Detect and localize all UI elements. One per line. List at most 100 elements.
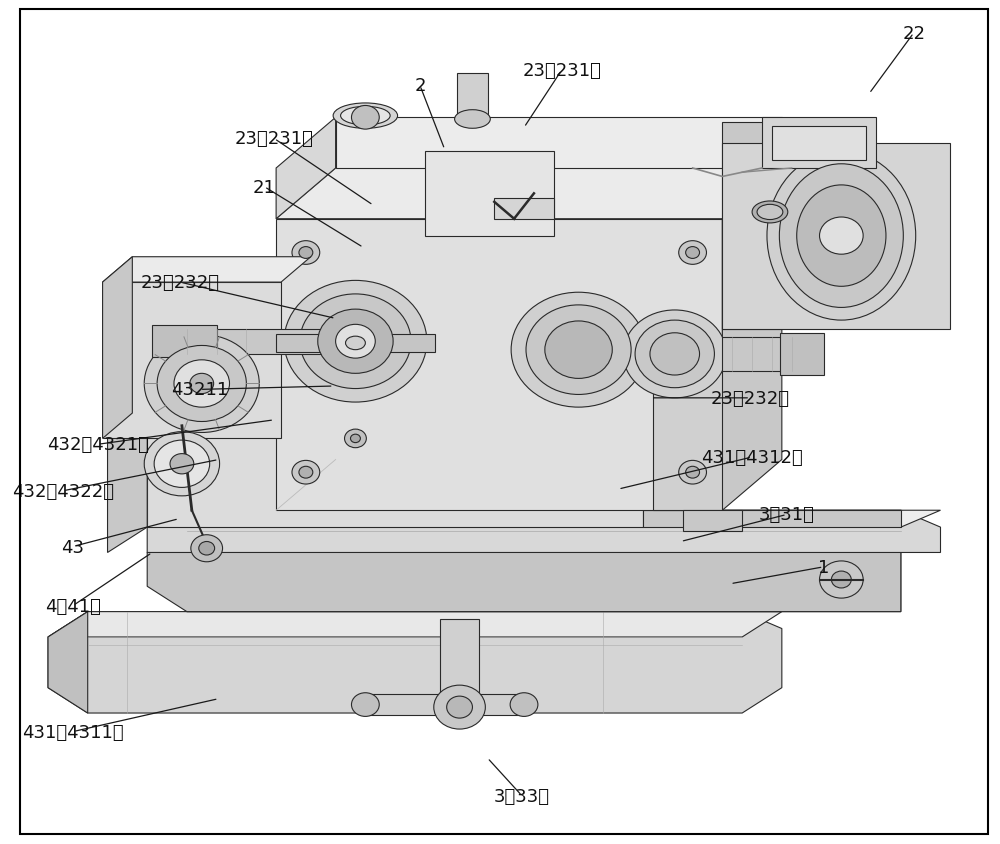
Circle shape <box>820 561 863 598</box>
Circle shape <box>510 693 538 717</box>
Circle shape <box>526 306 631 395</box>
Circle shape <box>686 247 700 259</box>
Text: 23（232）: 23（232） <box>140 273 219 292</box>
Circle shape <box>831 571 851 588</box>
Circle shape <box>686 467 700 479</box>
Circle shape <box>191 535 223 562</box>
Circle shape <box>292 461 320 484</box>
Text: 21: 21 <box>253 178 276 197</box>
Circle shape <box>345 311 366 330</box>
Circle shape <box>157 346 246 422</box>
Circle shape <box>144 432 220 496</box>
Text: 3（33）: 3（33） <box>494 787 550 805</box>
Polygon shape <box>653 371 722 511</box>
Bar <box>772 127 866 160</box>
Circle shape <box>144 335 259 433</box>
Text: 23（231）: 23（231） <box>235 130 314 149</box>
Bar <box>152 326 217 358</box>
Bar <box>780 333 824 376</box>
Ellipse shape <box>341 333 370 354</box>
Text: 2: 2 <box>414 77 426 95</box>
Circle shape <box>350 435 360 443</box>
Polygon shape <box>103 283 281 439</box>
Bar <box>336 118 782 169</box>
Text: 22: 22 <box>902 24 925 43</box>
Circle shape <box>350 316 360 325</box>
Circle shape <box>650 333 700 376</box>
Text: 432（4322）: 432（4322） <box>12 482 114 500</box>
Ellipse shape <box>757 205 783 220</box>
Ellipse shape <box>341 107 390 126</box>
Polygon shape <box>147 511 941 612</box>
Polygon shape <box>48 612 782 637</box>
Ellipse shape <box>346 337 365 350</box>
Ellipse shape <box>767 152 916 321</box>
Text: 431（4311）: 431（4311） <box>22 722 124 741</box>
Text: 431（4312）: 431（4312） <box>701 448 803 467</box>
Circle shape <box>623 311 726 398</box>
Bar <box>494 198 554 219</box>
Circle shape <box>545 322 612 379</box>
Text: 23（232）: 23（232） <box>711 389 790 408</box>
Circle shape <box>318 310 393 374</box>
Circle shape <box>299 247 313 259</box>
Text: 23（231）: 23（231） <box>522 62 601 80</box>
Circle shape <box>300 295 411 389</box>
Bar <box>276 334 435 353</box>
Circle shape <box>351 693 379 717</box>
Polygon shape <box>147 553 901 612</box>
Circle shape <box>434 685 485 729</box>
Polygon shape <box>683 511 742 532</box>
Ellipse shape <box>797 186 886 287</box>
Circle shape <box>190 374 214 394</box>
Bar <box>722 338 802 371</box>
Bar <box>440 619 479 702</box>
Circle shape <box>635 321 714 388</box>
Polygon shape <box>722 169 782 511</box>
Circle shape <box>820 218 863 255</box>
Circle shape <box>511 293 646 408</box>
Text: 3（31）: 3（31） <box>759 506 815 524</box>
Ellipse shape <box>752 202 788 224</box>
Circle shape <box>284 281 427 403</box>
Circle shape <box>154 441 210 488</box>
Ellipse shape <box>333 104 398 129</box>
Polygon shape <box>103 257 132 439</box>
Circle shape <box>199 542 215 555</box>
Circle shape <box>447 696 472 718</box>
Polygon shape <box>425 152 554 236</box>
Text: 432（4321）: 432（4321） <box>47 436 149 454</box>
Circle shape <box>170 454 194 474</box>
Polygon shape <box>276 219 722 511</box>
Bar <box>457 73 488 122</box>
Polygon shape <box>722 122 782 329</box>
Polygon shape <box>147 511 941 528</box>
Circle shape <box>299 467 313 479</box>
Circle shape <box>351 106 379 130</box>
Polygon shape <box>103 257 311 283</box>
Polygon shape <box>147 371 643 528</box>
Polygon shape <box>643 511 901 528</box>
Polygon shape <box>276 118 336 219</box>
Polygon shape <box>108 371 147 553</box>
Circle shape <box>679 461 706 484</box>
Circle shape <box>292 241 320 265</box>
Bar <box>762 118 876 169</box>
Circle shape <box>345 430 366 448</box>
Polygon shape <box>276 169 782 219</box>
Polygon shape <box>48 612 88 713</box>
Ellipse shape <box>779 165 903 308</box>
Text: 43211: 43211 <box>171 381 228 399</box>
Circle shape <box>336 325 375 359</box>
Circle shape <box>350 376 360 384</box>
Bar <box>182 329 355 354</box>
Ellipse shape <box>455 111 490 129</box>
Polygon shape <box>48 612 782 713</box>
Text: 1: 1 <box>818 558 829 576</box>
Text: 43: 43 <box>61 538 84 556</box>
Circle shape <box>679 241 706 265</box>
Polygon shape <box>722 143 950 329</box>
Circle shape <box>345 371 366 389</box>
Bar <box>365 695 524 715</box>
Circle shape <box>174 360 230 408</box>
